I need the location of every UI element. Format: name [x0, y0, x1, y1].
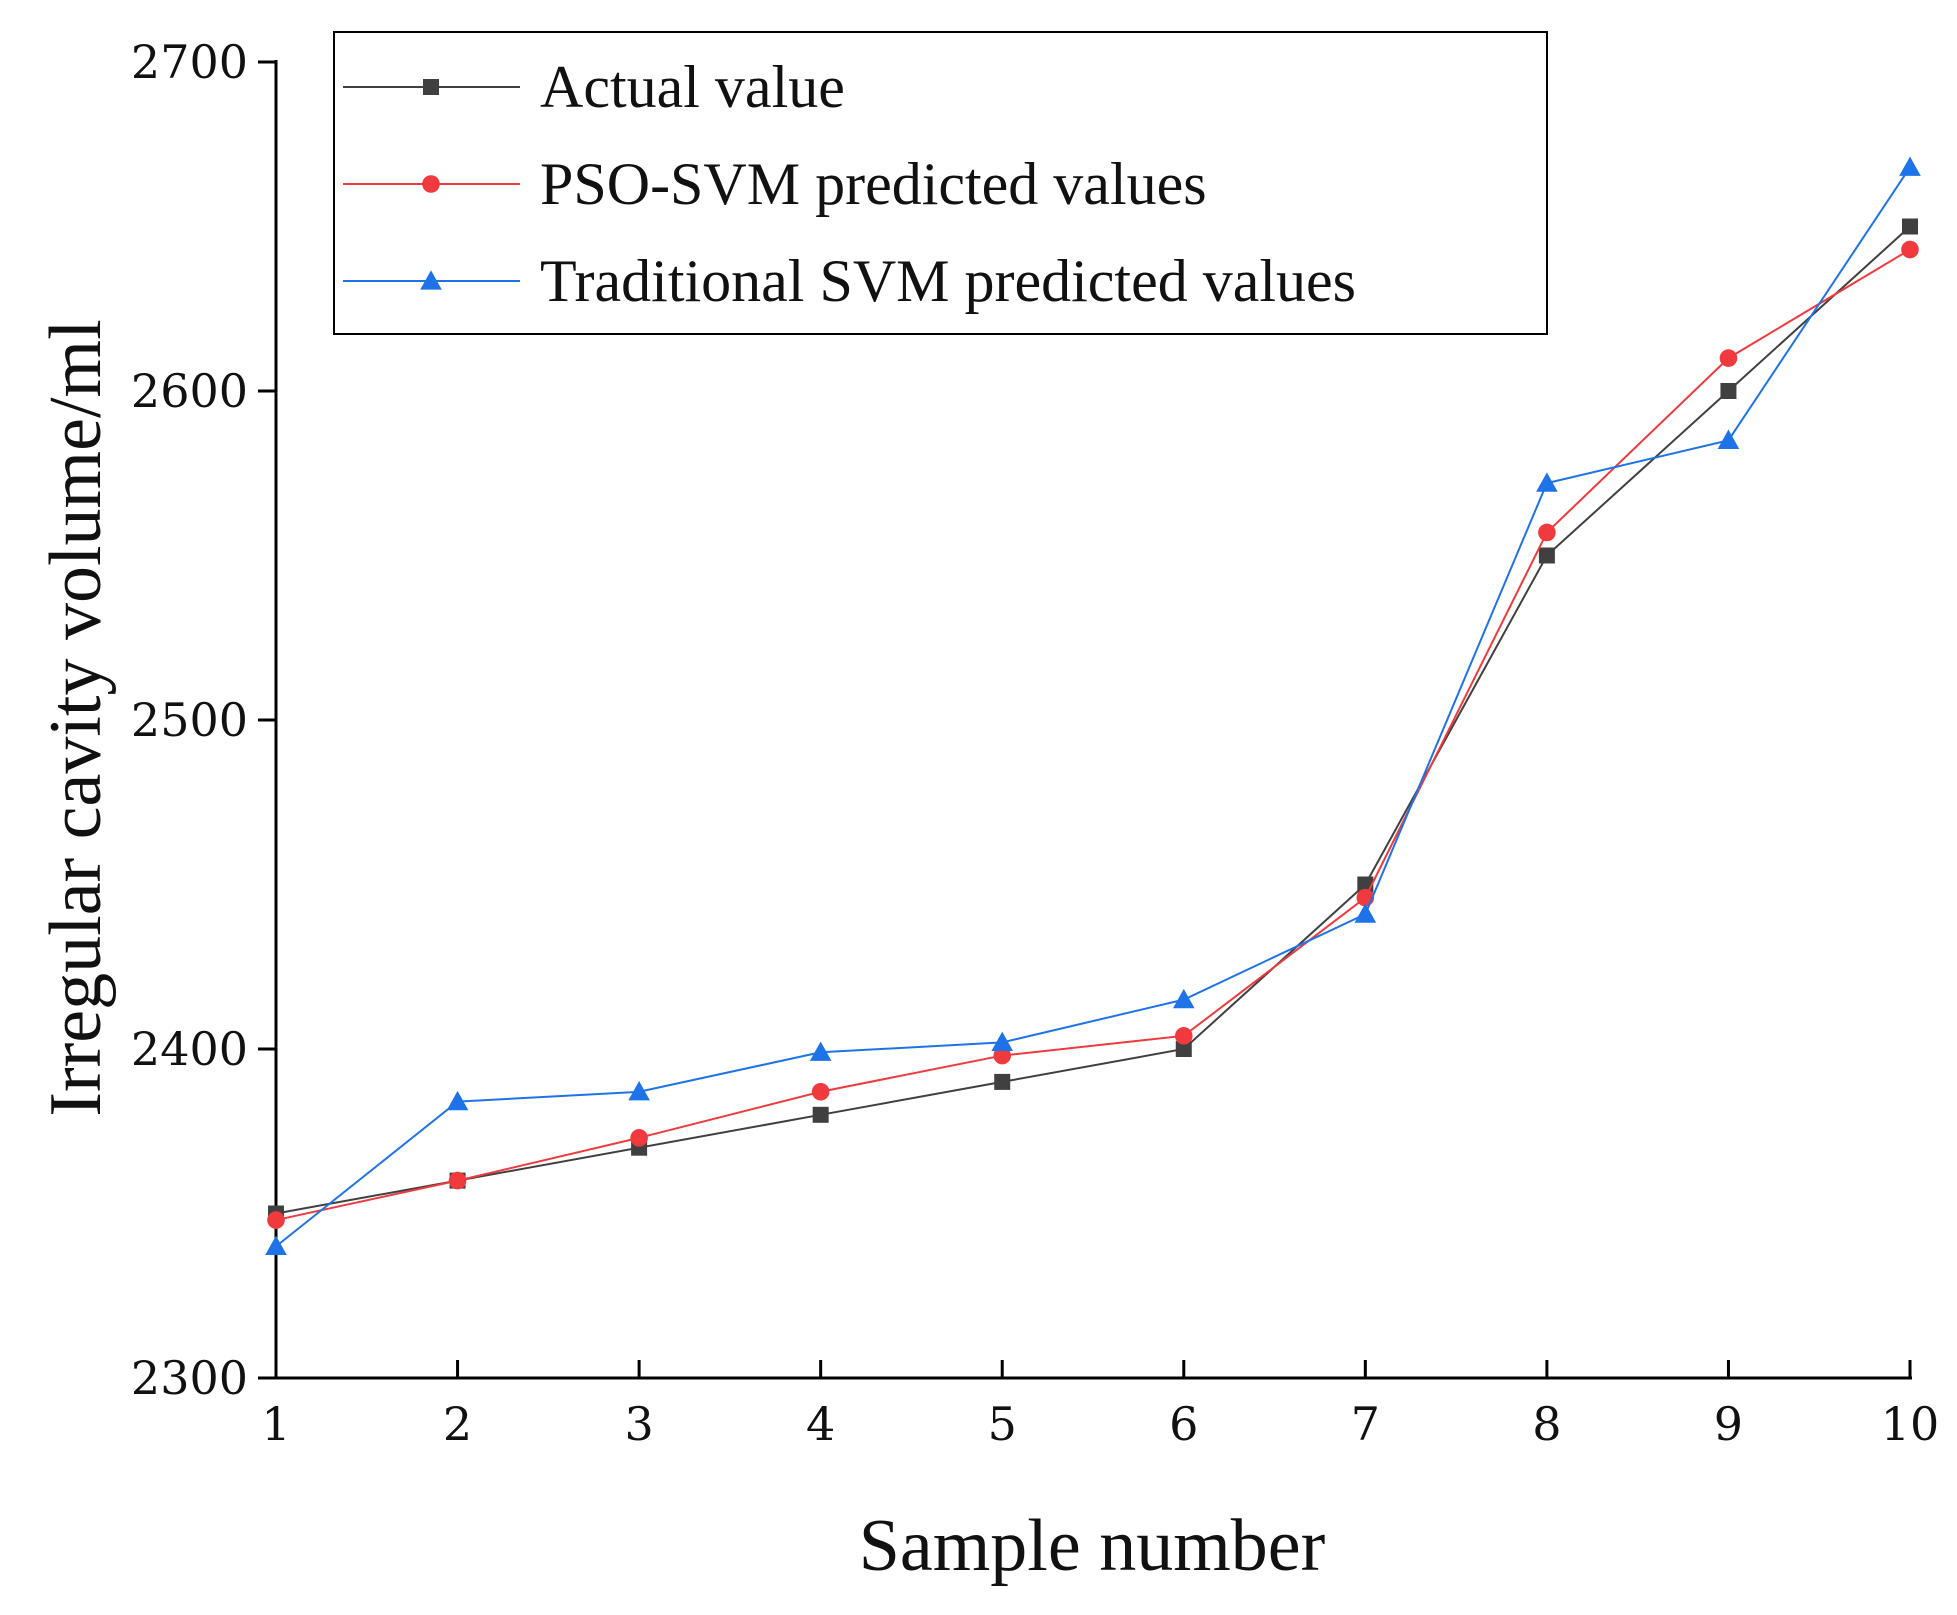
data-point	[1174, 1027, 1193, 1045]
x-tick-label: 4	[806, 1397, 835, 1451]
y-tick-label: 2700	[131, 35, 248, 89]
y-tick-label: 2400	[131, 1022, 248, 1076]
legend: Actual value PSO-SVM predicted values Trad…	[333, 31, 1548, 335]
legend-marker	[423, 79, 439, 95]
data-point	[1902, 218, 1918, 235]
series-line	[275, 248, 1911, 1222]
series-layer	[265, 156, 1921, 1256]
legend-label: Actual value	[540, 54, 845, 120]
data-point	[809, 1041, 832, 1061]
x-axis-title: Sample number	[859, 1505, 1326, 1587]
x-tick-label: 10	[1881, 1397, 1940, 1451]
data-point	[267, 1211, 285, 1229]
x-tick-label: 8	[1532, 1397, 1561, 1451]
series-2	[267, 240, 1919, 1229]
series-1	[268, 218, 1918, 1222]
data-point	[1536, 472, 1558, 492]
data-point	[1175, 1041, 1192, 1057]
data-point	[991, 1031, 1014, 1052]
data-point	[630, 1129, 648, 1147]
series-line	[275, 225, 1911, 1215]
x-tick-label: 3	[624, 1397, 653, 1451]
data-point	[1899, 156, 1921, 176]
data-point	[1717, 429, 1740, 449]
data-point	[1538, 523, 1556, 542]
y-tick-label: 2500	[131, 693, 248, 747]
data-point	[448, 1171, 467, 1190]
data-point	[1901, 240, 1919, 259]
legend-marker	[422, 175, 440, 193]
legend-marker	[420, 270, 442, 290]
data-point	[265, 1235, 287, 1256]
y-tick-label: 2300	[131, 1351, 248, 1405]
axes: 2300 2400 2500 2600 2700 1 2 3 4 5 6 7 8 9 10	[131, 35, 1939, 1451]
x-tick-label: 2	[443, 1397, 472, 1451]
x-tick-label: 1	[261, 1397, 290, 1451]
x-tick-label: 5	[988, 1397, 1017, 1451]
x-tick-label: 9	[1714, 1397, 1743, 1451]
data-point	[628, 1080, 650, 1101]
data-point	[1172, 988, 1195, 1009]
x-tick-label: 6	[1169, 1397, 1198, 1451]
y-axis-title: Irregular cavity volume/ml	[35, 319, 117, 1116]
data-point	[1354, 903, 1377, 923]
x-tick-label: 7	[1351, 1397, 1380, 1451]
series-line	[275, 166, 1911, 1248]
data-point	[1538, 547, 1555, 564]
legend-box	[333, 31, 1548, 335]
data-point	[994, 1073, 1011, 1090]
data-point	[1719, 349, 1738, 367]
data-point	[1720, 383, 1737, 399]
data-point	[993, 1046, 1012, 1065]
data-point	[446, 1090, 469, 1111]
legend-label: Traditional SVM predicted values	[540, 248, 1356, 314]
y-tick-label: 2600	[131, 364, 248, 418]
legend-label: PSO-SVM predicted values	[540, 151, 1207, 217]
data-point	[811, 1082, 830, 1101]
data-point	[812, 1106, 829, 1123]
series-3	[265, 156, 1921, 1256]
